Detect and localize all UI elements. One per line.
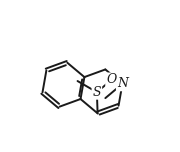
Text: S: S [93,86,101,99]
Text: N: N [117,77,128,90]
Text: O: O [106,74,116,86]
